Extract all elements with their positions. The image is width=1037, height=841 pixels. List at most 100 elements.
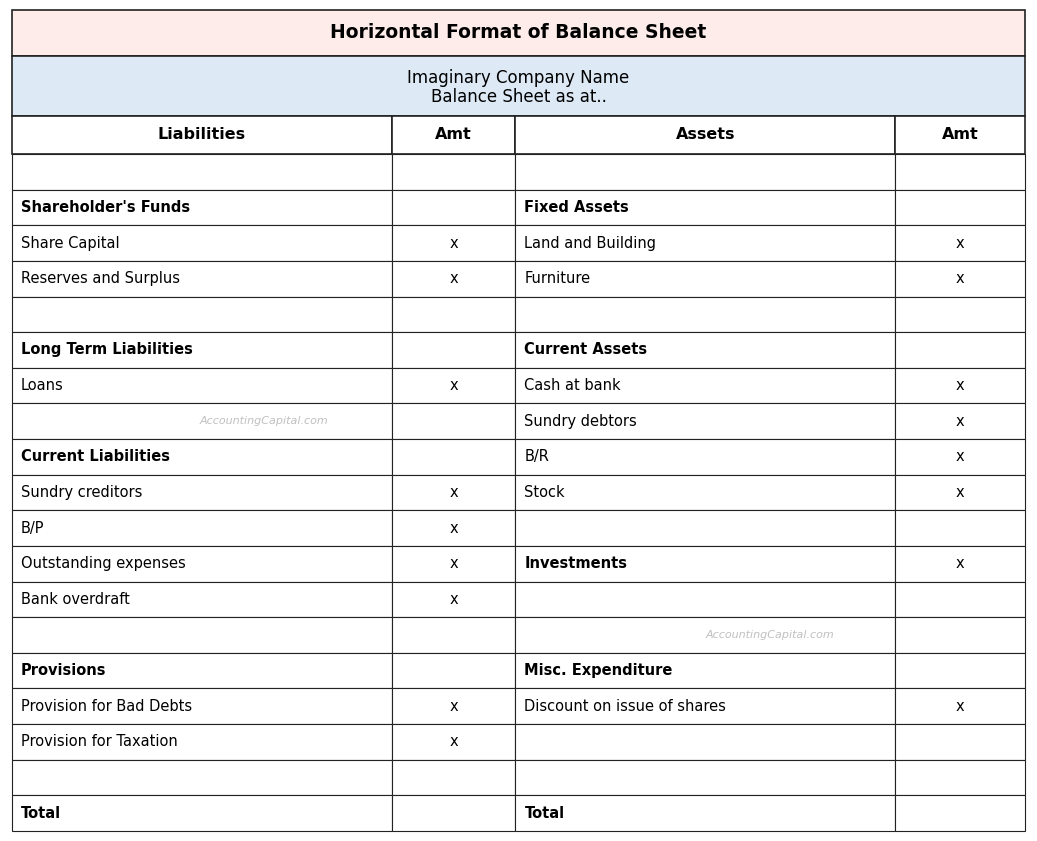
Text: x: x xyxy=(449,699,458,714)
Bar xyxy=(12,332,392,368)
Text: x: x xyxy=(449,235,458,251)
Text: Shareholder's Funds: Shareholder's Funds xyxy=(21,200,190,215)
Bar xyxy=(12,582,392,617)
Bar xyxy=(895,439,1025,474)
Bar xyxy=(12,261,392,297)
Bar xyxy=(392,154,515,189)
Bar xyxy=(895,154,1025,189)
Text: Provisions: Provisions xyxy=(21,664,107,678)
Text: x: x xyxy=(449,485,458,500)
Bar xyxy=(392,546,515,582)
Bar xyxy=(392,439,515,474)
Bar xyxy=(895,368,1025,404)
Text: x: x xyxy=(956,414,964,429)
Text: Current Assets: Current Assets xyxy=(525,342,647,357)
Bar xyxy=(515,189,895,225)
Bar xyxy=(895,759,1025,796)
Bar xyxy=(515,261,895,297)
Bar xyxy=(515,510,895,546)
Bar xyxy=(515,154,895,189)
Text: x: x xyxy=(956,485,964,500)
Bar xyxy=(895,474,1025,510)
Text: x: x xyxy=(956,271,964,286)
Bar xyxy=(515,332,895,368)
Text: x: x xyxy=(449,592,458,607)
Text: B/R: B/R xyxy=(525,449,550,464)
Text: AccountingCapital.com: AccountingCapital.com xyxy=(706,630,835,640)
Bar xyxy=(895,332,1025,368)
Bar xyxy=(515,546,895,582)
Bar xyxy=(895,297,1025,332)
Text: Reserves and Surplus: Reserves and Surplus xyxy=(21,271,180,286)
Bar xyxy=(895,689,1025,724)
Bar xyxy=(12,759,392,796)
Bar xyxy=(392,759,515,796)
Bar xyxy=(12,225,392,261)
Bar xyxy=(515,724,895,759)
Bar xyxy=(392,653,515,689)
Bar xyxy=(392,617,515,653)
Bar xyxy=(392,297,515,332)
Bar xyxy=(895,189,1025,225)
Bar xyxy=(12,56,1025,116)
Bar xyxy=(515,439,895,474)
Bar xyxy=(895,796,1025,831)
Text: Amt: Amt xyxy=(436,128,472,142)
Bar xyxy=(12,368,392,404)
Bar xyxy=(392,582,515,617)
Bar xyxy=(12,617,392,653)
Text: x: x xyxy=(956,556,964,571)
Text: Current Liabilities: Current Liabilities xyxy=(21,449,170,464)
Text: Fixed Assets: Fixed Assets xyxy=(525,200,629,215)
Text: Total: Total xyxy=(21,806,61,821)
Bar xyxy=(515,297,895,332)
Text: Loans: Loans xyxy=(21,378,63,393)
Bar xyxy=(515,653,895,689)
Text: Stock: Stock xyxy=(525,485,565,500)
Text: Total: Total xyxy=(525,806,564,821)
Text: x: x xyxy=(956,449,964,464)
Text: Furniture: Furniture xyxy=(525,271,591,286)
Text: Provision for Bad Debts: Provision for Bad Debts xyxy=(21,699,192,714)
Bar xyxy=(392,404,515,439)
Bar xyxy=(392,332,515,368)
Text: x: x xyxy=(449,556,458,571)
Bar xyxy=(12,653,392,689)
Text: Outstanding expenses: Outstanding expenses xyxy=(21,556,186,571)
Bar xyxy=(12,439,392,474)
Bar xyxy=(392,796,515,831)
Text: Share Capital: Share Capital xyxy=(21,235,119,251)
Text: Assets: Assets xyxy=(676,128,735,142)
Bar xyxy=(392,689,515,724)
Bar xyxy=(515,404,895,439)
Bar xyxy=(895,225,1025,261)
Text: x: x xyxy=(956,235,964,251)
Bar xyxy=(515,796,895,831)
Text: Balance Sheet as at..: Balance Sheet as at.. xyxy=(430,87,607,106)
Bar xyxy=(895,261,1025,297)
Bar xyxy=(895,582,1025,617)
Bar xyxy=(515,582,895,617)
Bar xyxy=(392,225,515,261)
Bar xyxy=(12,546,392,582)
Text: x: x xyxy=(449,734,458,749)
Text: Discount on issue of shares: Discount on issue of shares xyxy=(525,699,726,714)
Text: Provision for Taxation: Provision for Taxation xyxy=(21,734,177,749)
Bar xyxy=(895,116,1025,154)
Text: Liabilities: Liabilities xyxy=(158,128,246,142)
Bar xyxy=(12,689,392,724)
Bar xyxy=(12,189,392,225)
Bar xyxy=(12,154,392,189)
Text: Investments: Investments xyxy=(525,556,627,571)
Bar xyxy=(12,116,392,154)
Text: Cash at bank: Cash at bank xyxy=(525,378,621,393)
Bar xyxy=(895,724,1025,759)
Bar xyxy=(392,368,515,404)
Bar xyxy=(515,617,895,653)
Bar xyxy=(12,297,392,332)
Bar xyxy=(12,10,1025,56)
Bar xyxy=(515,116,895,154)
Bar xyxy=(392,510,515,546)
Text: Sundry debtors: Sundry debtors xyxy=(525,414,637,429)
Text: x: x xyxy=(956,378,964,393)
